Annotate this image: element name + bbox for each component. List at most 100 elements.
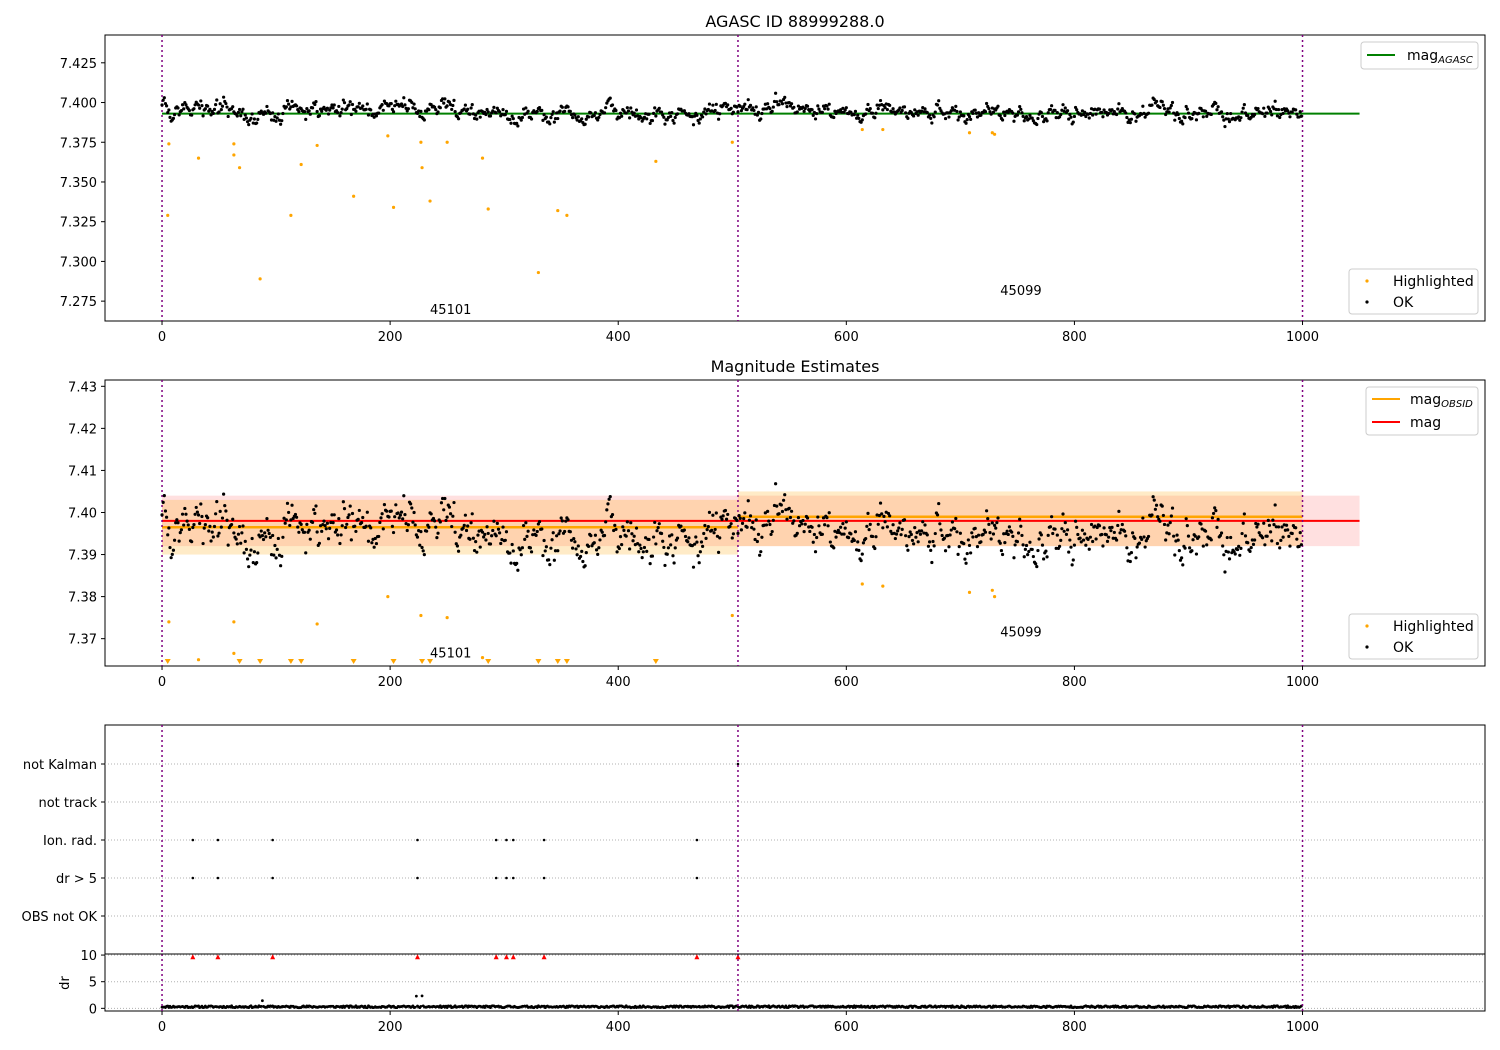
ok-point (1177, 549, 1181, 553)
ok-point (1124, 534, 1128, 538)
ok-point (874, 111, 878, 115)
ok-point (991, 532, 996, 536)
ok-point (365, 510, 369, 514)
ok-point (285, 501, 290, 505)
ok-point (820, 110, 824, 114)
ok-point (698, 117, 702, 121)
ok-point (752, 527, 756, 531)
ok-point (544, 545, 548, 549)
ok-point (703, 107, 707, 111)
x-tick-label: 1000 (1286, 1020, 1319, 1035)
ok-point (185, 519, 189, 523)
ok-point (866, 511, 870, 515)
ok-point (237, 107, 242, 112)
ok-point (694, 535, 698, 539)
ok-point (464, 528, 469, 533)
ok-point (1297, 544, 1301, 549)
ok-point (1281, 111, 1285, 116)
ok-point (975, 544, 980, 549)
ok-point (956, 118, 960, 122)
ok-point (239, 541, 243, 545)
ok-point (569, 538, 574, 542)
ok-point (535, 529, 539, 534)
ok-point (379, 516, 383, 520)
ok-point (718, 536, 722, 540)
y-tick-label: 0 (89, 1002, 97, 1017)
ok-point (300, 528, 304, 532)
ok-point (670, 110, 674, 115)
ok-point (216, 534, 220, 538)
legend-label-ok: OK (1393, 295, 1414, 311)
ok-point (712, 531, 716, 535)
ok-point (724, 517, 729, 521)
ok-point (720, 517, 724, 521)
ok-point (788, 515, 793, 520)
ok-point (338, 541, 342, 546)
ok-point (745, 525, 749, 529)
ok-point (1100, 532, 1104, 537)
ok-point (215, 500, 219, 504)
ok-point (1094, 537, 1098, 541)
ok-point (541, 118, 545, 122)
ok-point (462, 523, 466, 527)
ok-point (1161, 103, 1165, 107)
ok-point (1233, 552, 1237, 556)
ok-point (573, 113, 577, 117)
ok-point (1133, 112, 1137, 116)
ok-point (1115, 112, 1119, 117)
ok-point (235, 542, 239, 546)
ok-point (503, 113, 507, 117)
ok-point (659, 110, 664, 114)
ok-point (844, 106, 848, 110)
ok-point (243, 539, 247, 543)
ok-point (198, 521, 202, 526)
ok-point (801, 518, 805, 523)
ok-point (336, 533, 340, 537)
ok-point (1156, 515, 1160, 519)
ok-point (878, 501, 883, 505)
ok-point (413, 523, 417, 527)
ok-point (510, 114, 514, 118)
magnitude-line-legend: magOBSID mag (1365, 386, 1479, 436)
ok-point (249, 116, 253, 120)
ok-point (691, 123, 696, 127)
ok-point (1064, 532, 1069, 536)
ok-point (549, 116, 553, 120)
ok-point (1087, 116, 1091, 120)
ok-point (436, 531, 440, 535)
ok-point (1075, 108, 1079, 112)
ok-point (740, 521, 745, 525)
ok-point (366, 539, 371, 543)
ok-point (586, 115, 591, 119)
ok-point (1173, 553, 1177, 557)
dr-point (260, 999, 264, 1003)
ok-point (164, 515, 169, 519)
below-range-marker (287, 659, 294, 664)
ok-point (699, 540, 704, 544)
highlighted-point (420, 166, 424, 170)
ok-point (438, 520, 442, 524)
highlighted-point (881, 584, 885, 588)
ok-point (364, 107, 368, 111)
x-tick-label: 800 (1062, 675, 1087, 690)
x-tick-label: 400 (606, 330, 631, 345)
ok-point (1152, 97, 1156, 102)
below-range-marker (350, 659, 357, 664)
ok-point (1262, 106, 1266, 110)
ok-point (1019, 107, 1023, 111)
ok-point (295, 104, 299, 108)
ok-point (1141, 104, 1145, 108)
ok-point (345, 522, 349, 526)
ok-point (730, 536, 734, 540)
ok-point (520, 115, 525, 120)
below-range-marker (554, 659, 561, 664)
ok-point (1030, 116, 1034, 120)
ok-point (906, 548, 910, 552)
ok-point (1059, 538, 1063, 542)
ok-point (1276, 525, 1281, 529)
ok-point (524, 106, 528, 110)
x-tick-label: 0 (158, 1020, 166, 1035)
ok-point (958, 531, 962, 535)
ok-point (874, 535, 878, 539)
ok-point (755, 539, 759, 544)
